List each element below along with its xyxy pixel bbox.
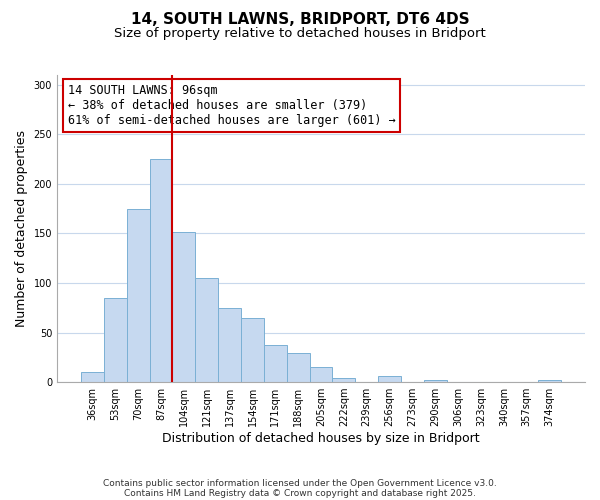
Bar xyxy=(332,378,355,382)
Text: 14, SOUTH LAWNS, BRIDPORT, DT6 4DS: 14, SOUTH LAWNS, BRIDPORT, DT6 4DS xyxy=(131,12,469,28)
Bar xyxy=(149,159,172,382)
Bar xyxy=(104,298,127,382)
Text: Size of property relative to detached houses in Bridport: Size of property relative to detached ho… xyxy=(114,28,486,40)
Bar xyxy=(424,380,447,382)
Bar xyxy=(538,380,561,382)
Bar xyxy=(241,318,264,382)
X-axis label: Distribution of detached houses by size in Bridport: Distribution of detached houses by size … xyxy=(162,432,480,445)
Bar xyxy=(172,232,196,382)
Y-axis label: Number of detached properties: Number of detached properties xyxy=(15,130,28,327)
Bar xyxy=(196,278,218,382)
Text: Contains public sector information licensed under the Open Government Licence v3: Contains public sector information licen… xyxy=(103,478,497,488)
Text: 14 SOUTH LAWNS: 96sqm
← 38% of detached houses are smaller (379)
61% of semi-det: 14 SOUTH LAWNS: 96sqm ← 38% of detached … xyxy=(68,84,395,127)
Bar xyxy=(81,372,104,382)
Text: Contains HM Land Registry data © Crown copyright and database right 2025.: Contains HM Land Registry data © Crown c… xyxy=(124,488,476,498)
Bar xyxy=(127,208,149,382)
Bar xyxy=(287,354,310,382)
Bar xyxy=(378,376,401,382)
Bar xyxy=(218,308,241,382)
Bar xyxy=(264,346,287,382)
Bar xyxy=(310,367,332,382)
